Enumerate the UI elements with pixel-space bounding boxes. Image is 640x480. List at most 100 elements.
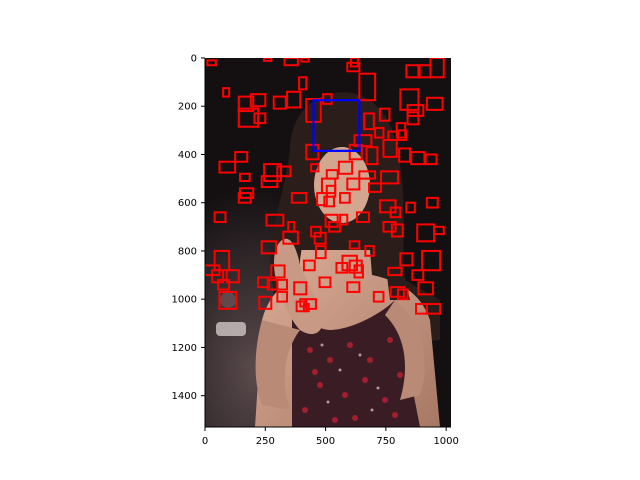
detection-box xyxy=(417,281,434,296)
detection-box xyxy=(390,223,404,238)
y-axis-ticks: 0 200 400 600 800 1000 1200 1400 xyxy=(172,54,205,402)
detection-box xyxy=(405,64,421,79)
detection-box xyxy=(316,192,328,207)
detection-box xyxy=(399,252,414,267)
detection-box xyxy=(266,278,279,291)
detection-box xyxy=(372,290,385,303)
detection-box xyxy=(417,64,432,79)
detection-box xyxy=(378,199,397,214)
x-tick-label: 1000 xyxy=(433,436,458,447)
detection-box xyxy=(358,170,377,180)
detection-box xyxy=(353,134,373,148)
detection-box xyxy=(263,58,273,62)
detection-box xyxy=(265,213,285,227)
detection-box xyxy=(299,298,307,308)
detection-box xyxy=(399,88,420,111)
detection-box xyxy=(398,147,412,163)
detection-box xyxy=(382,221,397,233)
detection-box xyxy=(328,221,342,233)
detection-box xyxy=(282,230,299,245)
detection-box xyxy=(211,269,225,284)
y-tick-label: 1000 xyxy=(172,295,197,306)
x-tick-label: 0 xyxy=(202,436,208,447)
detection-box xyxy=(222,87,231,98)
detection-box xyxy=(298,76,308,91)
detection-box xyxy=(318,276,332,289)
detection-box xyxy=(387,266,403,277)
detection-box xyxy=(364,245,375,257)
detection-box xyxy=(286,90,302,109)
detection-box xyxy=(324,213,339,228)
detection-box xyxy=(295,300,308,313)
detection-box xyxy=(310,163,320,173)
y-tick-label: 600 xyxy=(178,198,197,209)
y-tick-label: 400 xyxy=(178,150,197,161)
detection-box xyxy=(253,112,267,125)
detection-box xyxy=(300,58,310,63)
detection-box xyxy=(363,112,375,131)
detection-box xyxy=(380,170,399,185)
detection-box xyxy=(270,264,286,279)
detection-box xyxy=(337,160,354,175)
detection-box xyxy=(425,196,439,209)
detection-box xyxy=(346,177,361,191)
detection-box xyxy=(237,95,255,113)
x-tick-label: 500 xyxy=(316,436,335,447)
detection-box xyxy=(406,111,420,126)
detection-box xyxy=(293,281,308,296)
detection-box xyxy=(276,165,292,178)
x-axis-ticks: 0 250 500 750 1000 xyxy=(202,427,459,447)
detection-box xyxy=(218,290,238,310)
detection-box xyxy=(355,211,370,223)
detection-box xyxy=(322,93,333,105)
detection-box xyxy=(249,93,267,108)
detection-box xyxy=(406,104,425,117)
detection-box xyxy=(314,245,327,260)
photo-image xyxy=(205,58,451,427)
detection-box xyxy=(415,303,428,315)
detection-box xyxy=(374,126,385,139)
detection-box xyxy=(405,201,416,214)
detection-box xyxy=(290,192,308,204)
detection-box xyxy=(378,107,391,122)
detection-box xyxy=(272,95,287,110)
detection-box xyxy=(302,259,316,272)
detection-box xyxy=(353,264,364,279)
detection-box xyxy=(358,72,377,102)
y-tick-label: 1200 xyxy=(172,343,197,354)
detection-box xyxy=(310,225,322,238)
detection-box xyxy=(313,231,327,245)
detection-box xyxy=(263,163,282,182)
detection-box xyxy=(225,269,240,284)
highlight-box xyxy=(312,99,361,152)
detection-box xyxy=(213,211,227,223)
detection-box xyxy=(339,213,349,226)
detection-box xyxy=(396,288,409,301)
detection-box xyxy=(234,151,249,163)
detection-box xyxy=(365,146,379,166)
detection-box xyxy=(237,107,260,128)
detection-box xyxy=(260,240,278,255)
detection-box xyxy=(237,192,252,204)
detection-box xyxy=(421,249,442,272)
detection-box xyxy=(411,269,425,281)
detection-box xyxy=(346,61,361,73)
x-tick-label: 750 xyxy=(376,436,395,447)
detection-box xyxy=(410,151,426,166)
detection-box xyxy=(276,290,288,303)
detection-box xyxy=(323,195,336,208)
y-tick-label: 0 xyxy=(191,54,197,65)
detection-box xyxy=(283,58,299,67)
y-tick-label: 1400 xyxy=(172,391,197,402)
detection-box xyxy=(258,295,273,310)
detection-box xyxy=(348,259,363,274)
detection-box xyxy=(238,172,251,183)
detection-box xyxy=(382,139,398,158)
x-tick-label: 250 xyxy=(256,436,275,447)
detection-box xyxy=(368,182,383,193)
detection-box xyxy=(433,225,445,236)
detection-box xyxy=(425,96,444,111)
y-tick-label: 800 xyxy=(178,246,197,257)
detection-box xyxy=(348,240,361,250)
detection-box xyxy=(305,143,320,161)
